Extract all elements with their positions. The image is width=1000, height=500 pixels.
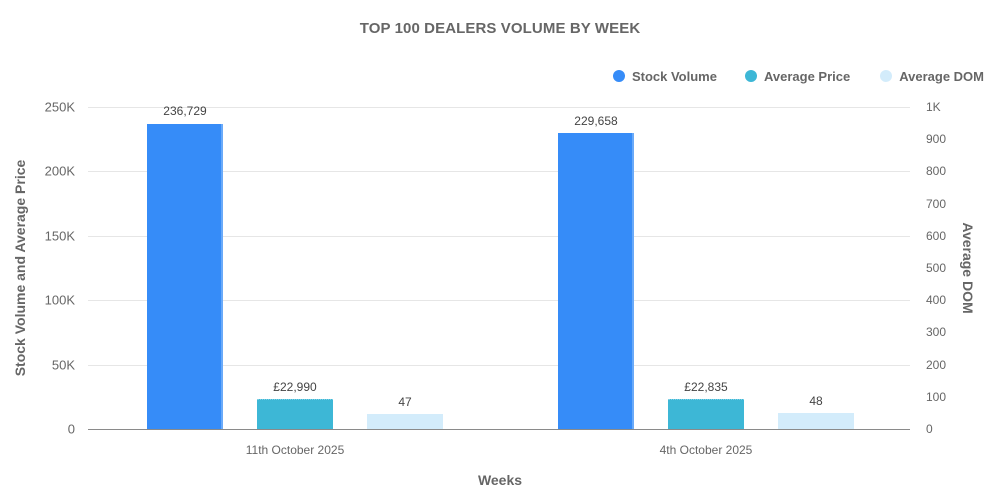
bar-value-label: 48 [809, 394, 823, 408]
y-tick-right: 1K [926, 100, 941, 114]
legend-dot-icon [880, 70, 893, 82]
bar-value-label: £22,990 [273, 380, 317, 394]
legend-label: Average DOM [899, 68, 984, 84]
y-tick-right: 0 [926, 422, 933, 436]
y-tick-right: 900 [926, 132, 947, 147]
y-tick-right: 700 [926, 196, 947, 211]
bar-value-label: £22,835 [684, 380, 728, 394]
legend-label: Stock Volume [631, 68, 717, 84]
legend-dot-icon [744, 70, 757, 82]
bar-average-dom-11-oct[interactable] [367, 414, 443, 429]
gridline [88, 364, 910, 366]
gridline [88, 300, 910, 302]
chart-title: TOP 100 DEALERS VOLUME BY WEEK [359, 20, 641, 37]
gridline [88, 235, 910, 237]
y-tick-left: 100K [44, 292, 75, 308]
y-axis-title-right: Average DOM [960, 222, 976, 314]
x-tick-label: 11th October 2025 [245, 443, 345, 457]
x-tick-label: 4th October 2025 [659, 443, 753, 457]
bar-average-price-11-oct[interactable] [257, 399, 333, 429]
y-tick-right: 400 [926, 293, 947, 308]
y-axis-title-left: Stock Volume and Average Price [12, 159, 28, 377]
y-tick-right: 300 [926, 325, 947, 340]
y-tick-right: 200 [926, 357, 947, 372]
bar-average-price-4-oct[interactable] [668, 399, 744, 429]
legend-dot-icon [612, 70, 625, 82]
y-tick-right: 600 [926, 228, 947, 243]
bar-value-label: 229,658 [574, 114, 618, 128]
legend-item-average-dom[interactable]: Average DOM [880, 69, 984, 84]
chart-legend: Stock Volume Average Price Average DOM [612, 67, 1000, 85]
gridline [88, 171, 910, 173]
x-axis-line [88, 429, 910, 430]
plot-area: 236,729 £22,990 47 229,658 £22,835 48 [88, 104, 910, 430]
y-tick-left: 0 [67, 421, 75, 437]
y-tick-right: 800 [926, 164, 947, 179]
y-tick-left: 250K [44, 99, 75, 115]
legend-label: Average Price [763, 68, 851, 84]
gridline [88, 107, 910, 108]
y-tick-right: 100 [926, 389, 947, 404]
y-tick-left: 150K [44, 228, 75, 244]
x-axis-title: Weeks [477, 472, 523, 488]
legend-item-stock-volume[interactable]: Stock Volume [612, 68, 717, 84]
bar-stock-volume-4-oct[interactable] [558, 133, 634, 429]
legend-item-average-price[interactable]: Average Price [744, 68, 851, 84]
bar-average-dom-4-oct[interactable] [778, 413, 854, 429]
y-tick-right: 500 [926, 261, 947, 275]
y-tick-left: 200K [44, 163, 75, 179]
bar-value-label: 236,729 [163, 104, 207, 118]
y-tick-left: 50K [51, 357, 75, 373]
bar-value-label: 47 [398, 395, 412, 409]
bar-stock-volume-11-oct[interactable] [147, 124, 223, 429]
